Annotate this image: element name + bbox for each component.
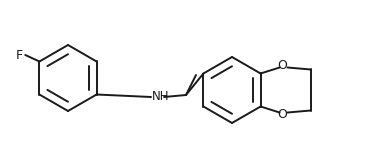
Text: NH: NH	[152, 90, 170, 103]
Text: O: O	[278, 108, 288, 121]
Text: F: F	[16, 49, 23, 62]
Text: O: O	[278, 59, 288, 72]
